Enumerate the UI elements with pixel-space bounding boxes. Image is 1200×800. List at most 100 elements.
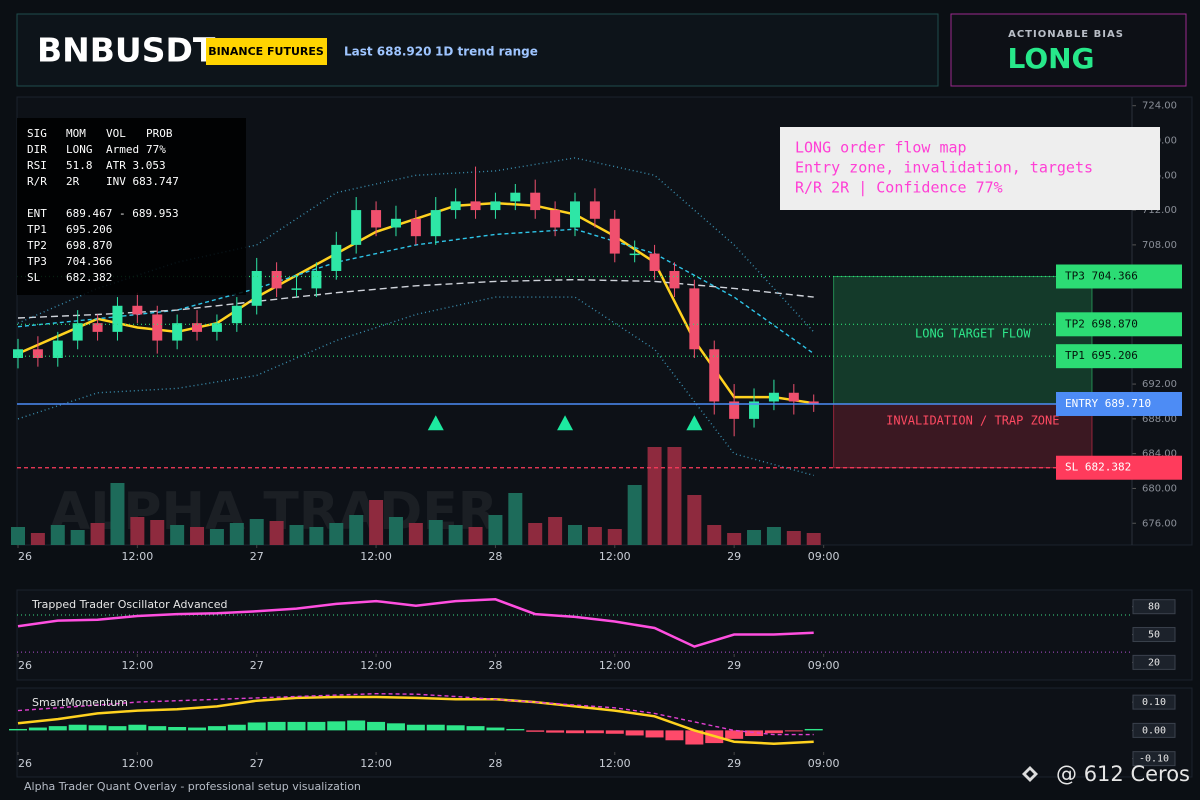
overlay-line [17,296,814,477]
momentum-bar [446,725,465,731]
note-line: LONG order flow map [795,139,967,157]
range: 1D trend range [435,45,538,59]
level-label: TP3 704.366 [1065,269,1138,282]
candle-body [510,192,521,202]
candle-body [808,401,819,405]
volume-bar [11,527,25,545]
volume-bar [587,527,602,545]
momentum-bar [367,721,386,731]
overlay-line [17,692,814,736]
volume-bar [90,523,105,545]
info-cell: ATR 3.053 [106,159,166,172]
info-cell: INV 683.747 [106,175,179,188]
candle-body [371,210,382,228]
candle-body [72,323,83,341]
momentum-bar [685,730,704,745]
y-tick-label: -0.10 [1139,754,1169,765]
x-tick-label: 12:00 [599,550,631,563]
header-box [16,13,939,87]
candle-body [192,323,203,332]
volume-bar [30,533,45,545]
volume-bar [229,523,244,545]
candle-body [231,305,242,324]
y-tick-label: 708.00 [1142,240,1177,251]
note-line: R/R 2R | Confidence 77% [795,179,1003,197]
momentum-bar [466,726,485,731]
x-tick-label: 27 [250,550,264,563]
y-tick-box [1132,627,1176,643]
note-box [780,127,1160,210]
level-name: TP1 [1065,349,1085,362]
oscillator-panel [16,589,1193,681]
credit: @ 612 Ceros [1056,762,1190,786]
zone-label: LONG TARGET FLOW [915,327,1031,341]
level-value: 682.382 [1085,461,1131,474]
volume-bar [249,519,264,545]
main-chart: 724.00720.00716.00712.00708.00692.00688.… [11,97,1182,563]
candle-body [13,349,23,358]
volume-bar [766,527,781,545]
info-cell: VOL [106,127,126,140]
volume-bar [388,517,403,545]
x-tick-label: 12:00 [599,659,631,672]
y-tick-box [1132,654,1176,670]
level-name: TP3 [1065,269,1085,282]
bias-label: ACTIONABLE BIAS [1008,29,1124,40]
momentum-panel [16,687,1193,778]
y-tick-label: 712.00 [1142,205,1177,216]
badge: BINANCE FUTURES [208,45,324,58]
candle-body [132,305,143,315]
level-value: 695.206 [1092,349,1138,362]
momentum-bar [605,730,624,734]
x-tick-label: 12:00 [122,659,154,672]
overlay-line [17,157,815,333]
overlay-line [17,278,814,319]
volume-bar [488,515,503,545]
note-line: Entry zone, invalidation, targets [795,159,1093,177]
x-tick-label: 12:00 [122,757,154,770]
momentum-bar [307,721,326,731]
y-tick-label: 684.00 [1142,449,1177,460]
candle-body [410,218,421,237]
info-text: SIG MOM VOL PROB DIR LONG Armed 77% RSI 51.8 ATR 3… [27,127,179,284]
panel-title: Trapped Trader Oscillator Advanced [31,598,227,611]
candle-body [570,201,580,228]
level-value: 704.366 [1092,269,1138,282]
overlay-line [17,228,815,355]
x-tick-label: 26 [18,659,32,672]
momentum-bar [406,724,425,731]
level-name: SL [1065,461,1079,474]
volume-bar [369,500,384,545]
candle-body [709,349,720,402]
info-cell: ENT [27,207,47,220]
momentum-bar [267,721,286,731]
symbol: BNBUSDT [37,31,216,70]
info-cell: SL [27,271,41,284]
x-tick-label: 12:00 [599,757,631,770]
info-cell: 689.467 - 689.953 [66,207,179,220]
x-tick-label: 28 [488,659,502,672]
x-tick-label: 29 [727,550,741,563]
volume-bar [528,523,543,545]
y-tick-label: 676.00 [1142,518,1177,529]
momentum-bar [784,730,803,732]
candle-body [152,314,163,341]
momentum-bar [725,730,744,739]
volume-bar [448,525,463,545]
overlay-line [17,695,814,745]
candle-body [470,201,481,211]
candle-body [490,201,501,211]
momentum-bar [804,728,823,731]
volume-bar [568,525,582,545]
momentum-bar [148,726,167,731]
momentum-bar [625,730,644,736]
info-cell: 2R [66,175,80,188]
volume-bar [289,525,304,545]
momentum-bar [108,726,127,731]
credit-icon [1022,766,1038,782]
signal-marker [557,415,574,431]
level-label: SL 682.382 [1065,461,1131,474]
info-cell: 682.382 [66,271,112,284]
volume-bar [727,533,742,545]
